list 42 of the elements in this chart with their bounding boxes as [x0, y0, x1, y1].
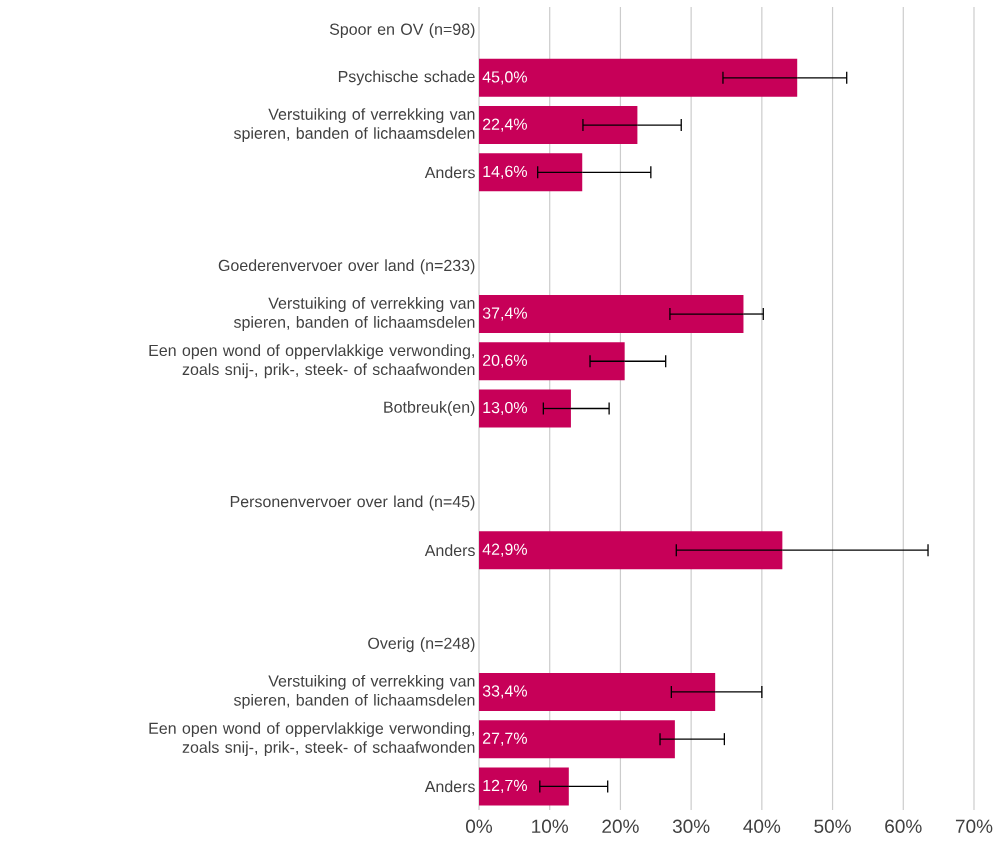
y-tick-label: Verstuiking of verrekking van spieren, banden of lichaamsdelen [233, 108, 475, 143]
data-label: 22,4% [483, 118, 527, 132]
y-tick-label: Verstuiking of verrekking van spieren, banden of lichaamsdelen [233, 674, 475, 709]
data-label: 14,6% [483, 165, 527, 179]
x-tick-label: 10% [532, 819, 569, 833]
y-tick-label: Een open wond of oppervlakkige verwonding, zoals snij-, prik-, steek- of schaafwonden [149, 344, 475, 379]
y-tick-label: Verstuiking of verrekking van spieren, banden of lichaamsdelen [233, 297, 475, 331]
y-tick-label: Overig (n=248) [368, 637, 475, 653]
y-tick-label: Anders [424, 780, 475, 793]
y-tick-label: Anders [424, 166, 475, 179]
y-tick-label: Personenvervoer over land (n=45) [230, 495, 475, 511]
bar [479, 720, 675, 759]
bar [479, 531, 783, 570]
data-label: 33,4% [482, 685, 527, 699]
x-tick-label: 60% [885, 819, 922, 833]
data-label: 13,0% [483, 401, 527, 416]
y-tick-label: Goederenvervoer over land (n=233) [218, 259, 475, 275]
y-tick-label: Spoor en OV (n=98) [329, 23, 475, 39]
x-tick-label: 50% [814, 819, 851, 833]
bar [479, 106, 638, 145]
x-tick-label: 70% [955, 819, 993, 833]
bar [479, 389, 571, 428]
data-label: 45,0% [482, 71, 527, 85]
data-label: 27,7% [483, 732, 527, 746]
data-label: 12,7% [483, 779, 527, 793]
x-tick-label: 20% [602, 819, 639, 833]
y-tick-label: Een open wond of oppervlakkige verwonding, zoals snij-, prik-, steek- of schaafwonden [149, 722, 475, 757]
bar [479, 767, 569, 806]
data-label: 42,9% [482, 543, 527, 557]
y-tick-label: Anders [424, 544, 475, 557]
bar [479, 295, 744, 334]
bar [479, 342, 625, 381]
data-label: 20,6% [483, 354, 527, 368]
data-label: 37,4% [482, 307, 527, 321]
x-tick-label: 40% [743, 819, 781, 833]
x-tick-label: 0% [466, 819, 493, 833]
x-tick-label: 30% [672, 819, 710, 833]
y-tick-label: Psychische schade [338, 70, 475, 86]
bar [479, 672, 716, 711]
y-tick-label: Botbreuk(en) [384, 401, 475, 416]
bar [479, 153, 583, 192]
bar [479, 58, 798, 97]
